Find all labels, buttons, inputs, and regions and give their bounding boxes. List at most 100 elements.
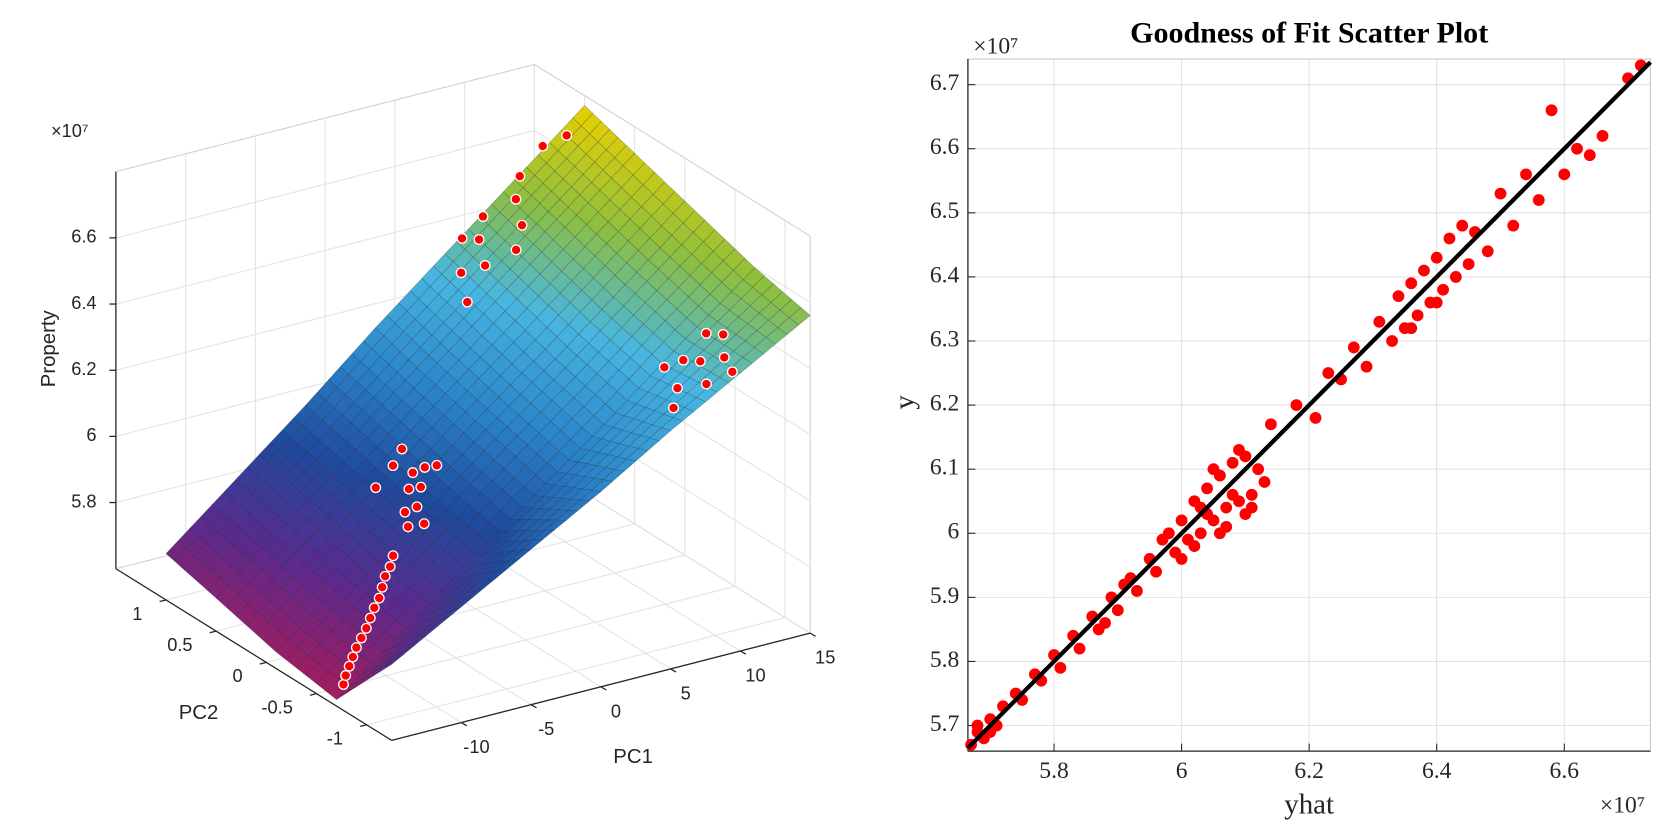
surface-patch [270, 429, 292, 451]
surface-patch [465, 533, 489, 555]
data-point [1201, 482, 1214, 495]
surface-patch [479, 561, 502, 575]
data-point [658, 361, 670, 373]
surface-patch [470, 562, 493, 577]
data-point [1220, 501, 1233, 514]
data-point [1456, 219, 1469, 232]
surface-patch [756, 319, 779, 338]
surface-patch [711, 260, 734, 283]
data-point [1226, 456, 1239, 469]
x-axis-label: yhat [1284, 789, 1334, 821]
data-point [1418, 264, 1430, 277]
surface-patch [445, 592, 467, 607]
surface-patch [357, 552, 380, 575]
data-point [1386, 335, 1398, 347]
surface-patch [267, 608, 290, 632]
x-tick-label: 5 [681, 682, 691, 703]
surface-patch [461, 441, 485, 464]
surface-patch [602, 157, 624, 179]
data-point [1405, 322, 1418, 335]
plot-layer: -10 -5 0 5 10 15 -1 -0.5 0 0.5 1 5.8 6 6.2 6.4 6.6 [71, 63, 835, 757]
surface-patch [305, 529, 329, 552]
surface-patch [375, 590, 399, 613]
data-point [1290, 399, 1303, 411]
surface-patch [257, 599, 280, 623]
z-tick-label: 5.8 [71, 490, 96, 511]
y-tick-label: 6.6 [930, 134, 960, 160]
surface-patch [541, 379, 565, 401]
surface-patch [521, 360, 545, 383]
surface-patch [433, 603, 455, 618]
surface-patch [636, 259, 659, 282]
surface-patch [567, 194, 589, 216]
surface-patch [452, 596, 474, 611]
surface-patch [516, 423, 540, 446]
surface-patch [525, 453, 548, 476]
y-tick [159, 599, 167, 603]
surface-patch [740, 286, 763, 307]
data-point [1264, 418, 1277, 431]
surface-patch [248, 501, 270, 522]
surface-patch [472, 552, 496, 566]
data-point [1194, 527, 1207, 540]
y-axis-label: y [888, 395, 920, 410]
surface-patch [486, 530, 510, 544]
surface-patch [425, 499, 448, 522]
surface-patch [456, 368, 480, 391]
surface-patch [399, 565, 422, 588]
x-axis-label: PC1 [613, 746, 653, 768]
x-tick-label: 6.2 [1294, 758, 1324, 784]
surface-patch [360, 643, 384, 665]
surface-patch [586, 211, 609, 235]
x-tick [530, 704, 537, 709]
data-point [1437, 283, 1449, 296]
surface-patch [401, 628, 423, 644]
surface-patch [478, 366, 501, 389]
surface-patch [320, 474, 343, 497]
surface-patch [316, 379, 338, 401]
y-tick-label: 0.5 [167, 634, 192, 655]
surface-patch [664, 308, 688, 331]
surface-patch [585, 373, 608, 396]
data-point [1162, 527, 1175, 540]
surface-patch [596, 454, 618, 468]
z-tick-label: 6.6 [71, 226, 96, 247]
surface-patch [491, 191, 512, 213]
surface-patch [577, 450, 600, 465]
surface-patch [521, 539, 544, 551]
surface-patch [278, 437, 300, 458]
surface-patch [510, 507, 533, 520]
surface-patch [585, 141, 607, 163]
x-tick-label: 6.4 [1422, 758, 1452, 784]
data-point [1131, 585, 1143, 597]
y-tick-label: -0.5 [261, 696, 292, 717]
x-multiplier: ×10⁷ [1600, 792, 1645, 818]
surface-patch [492, 468, 515, 491]
data-point [510, 193, 522, 205]
surface-patch [202, 550, 224, 572]
surface-patch [426, 294, 448, 316]
data-point [726, 366, 738, 378]
y-tick-label: 5.8 [930, 647, 959, 673]
surface-patch [593, 265, 616, 288]
surface-patch [616, 378, 640, 401]
surface-patch [599, 177, 622, 201]
data-point [431, 459, 443, 471]
data-point [1175, 552, 1188, 565]
surface-patch [556, 459, 579, 474]
surface-patch [614, 144, 636, 167]
surface-patch [288, 491, 310, 512]
surface-patch [441, 423, 465, 446]
surface-patch [605, 391, 628, 414]
surface-patch [409, 278, 431, 300]
surface-patch [318, 495, 342, 518]
surface-patch [376, 364, 398, 386]
chart-title: Goodness of Fit Scatter Plot [1130, 16, 1488, 49]
x-tick-label: -10 [463, 736, 489, 757]
data-point [370, 482, 382, 494]
surface-patch [299, 614, 322, 636]
surface-patch [616, 445, 639, 460]
surface-patch [522, 174, 544, 196]
data-point [1411, 309, 1424, 322]
data-point [1322, 367, 1335, 379]
